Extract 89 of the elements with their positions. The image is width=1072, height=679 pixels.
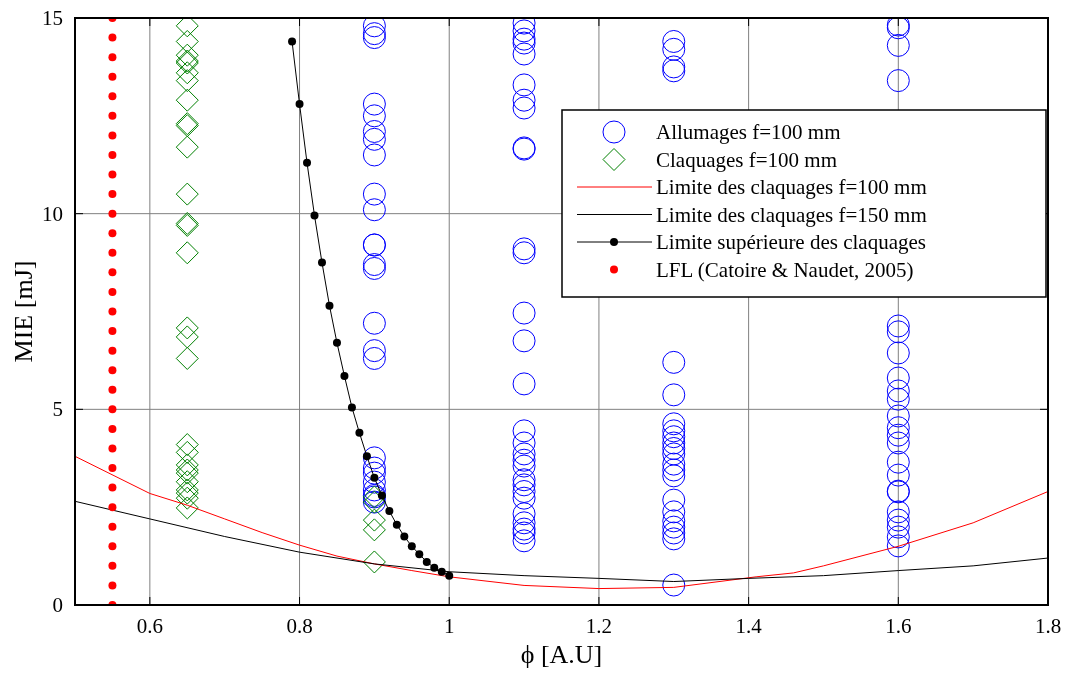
point (108, 248, 117, 257)
point (303, 158, 312, 167)
point (108, 503, 117, 512)
point (310, 211, 319, 220)
point (108, 522, 117, 531)
point (175, 182, 199, 206)
point (415, 550, 424, 559)
point (362, 452, 371, 461)
point (108, 33, 117, 42)
point (175, 29, 199, 53)
point (108, 190, 117, 199)
point (362, 508, 386, 532)
point (175, 325, 199, 349)
point (175, 135, 199, 159)
point (422, 557, 431, 566)
y-tick-label: 10 (42, 201, 63, 226)
point (430, 563, 439, 572)
point (108, 542, 117, 551)
point (108, 483, 117, 492)
point (108, 268, 117, 277)
point (108, 424, 117, 433)
point (325, 301, 334, 310)
point (437, 567, 446, 576)
legend-label: Limite supérieure des claquages (656, 230, 926, 254)
point (288, 37, 297, 46)
point (108, 92, 117, 101)
point (108, 385, 117, 394)
x-axis-title: ϕ [A.U] (520, 640, 603, 669)
point (108, 561, 117, 570)
point (108, 307, 117, 316)
point (108, 150, 117, 159)
point (317, 258, 326, 267)
point (295, 100, 304, 109)
y-tick-label: 15 (42, 6, 63, 30)
y-tick-label: 0 (52, 593, 63, 617)
point (362, 518, 386, 542)
x-tick-label: 1.8 (1034, 614, 1062, 638)
point (108, 346, 117, 355)
y-tick-label: 5 (52, 397, 63, 422)
point (175, 43, 199, 67)
point (355, 428, 364, 437)
point (347, 403, 356, 412)
point (175, 453, 199, 477)
x-tick-label: 1.2 (585, 614, 613, 638)
point (108, 327, 117, 336)
point (108, 72, 117, 81)
point (108, 366, 117, 375)
x-tick-label: 1 (443, 614, 455, 638)
point (175, 61, 199, 85)
legend-label: LFL (Catoire & Naudet, 2005) (656, 257, 914, 282)
point (175, 69, 199, 93)
point (175, 88, 199, 112)
point (108, 209, 117, 218)
point (407, 542, 416, 551)
legend-label: Limite des claquages f=100 mm (656, 175, 927, 199)
point (377, 491, 386, 500)
x-tick-label: 1.6 (885, 614, 912, 638)
y-axis-title: MIE [mJ] (9, 260, 38, 363)
point (175, 496, 199, 520)
point (108, 229, 117, 238)
point (108, 405, 117, 414)
x-tick-label: 0.6 (136, 614, 163, 638)
point (175, 486, 199, 510)
point (362, 550, 386, 574)
point (175, 440, 199, 464)
point (385, 507, 394, 516)
point (175, 241, 199, 265)
point (108, 287, 117, 296)
point (175, 316, 199, 340)
point (108, 464, 117, 473)
point (340, 372, 349, 381)
legend-label: Claquages f=100 mm (656, 147, 837, 172)
legend-label: Limite des claquages f=150 mm (656, 202, 927, 227)
point (108, 581, 117, 590)
point (445, 571, 454, 580)
point (392, 520, 401, 529)
legend-label: Allumages f=100 mm (656, 120, 841, 144)
point (108, 131, 117, 140)
point (332, 338, 341, 347)
point (175, 433, 199, 457)
x-tick-label: 1.4 (735, 614, 763, 638)
point (400, 532, 409, 541)
point (108, 111, 117, 120)
point (175, 470, 199, 494)
point (175, 346, 199, 370)
x-tick-label: 0.8 (286, 614, 313, 638)
point (108, 170, 117, 179)
point (108, 53, 117, 62)
point (108, 444, 117, 453)
